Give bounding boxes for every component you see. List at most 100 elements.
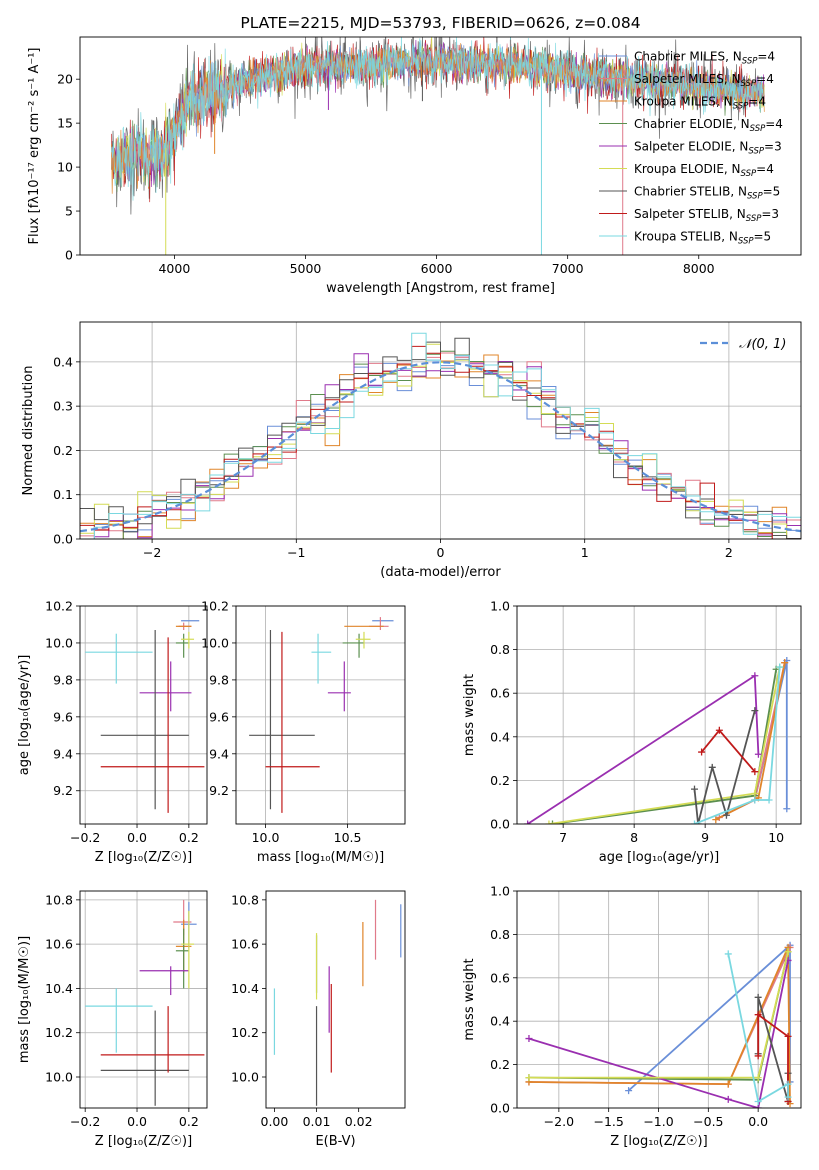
x-tick-label: −0.5	[693, 1114, 723, 1129]
weight-marker-kroupa_stelib	[784, 1093, 792, 1101]
age_vs_mass-points	[249, 617, 394, 813]
x-tick-label: 0.0	[127, 1114, 147, 1129]
weight-marker-salpeter_stelib	[754, 1052, 762, 1060]
x-tick-label: 0.2	[179, 830, 199, 845]
x-tick-label: 10.0	[252, 830, 280, 845]
y-tick-label: 10	[57, 160, 73, 175]
gaussian-curve	[80, 361, 801, 533]
weight-line-chabrier_elodie	[552, 669, 778, 824]
y-tick-label: 10.2	[201, 599, 229, 614]
legend-label-salpeter_miles: Salpeter MILES, NSSP=4	[634, 72, 774, 89]
spectrum-legend: Chabrier MILES, NSSP=4 Salpeter MILES, NS…	[599, 50, 783, 247]
x-tick-label: 9	[701, 830, 709, 845]
y-tick-label: 10.8	[231, 892, 259, 907]
x-tick-label: 0.0	[127, 830, 147, 845]
x-tick-label: 0.01	[303, 1114, 331, 1129]
weight-marker-chabrier_miles	[625, 1087, 633, 1095]
y-tick-label: 1.0	[490, 884, 510, 899]
weight-marker-kroupa_elodie	[754, 1074, 762, 1082]
y-tick-label: 10.6	[45, 937, 73, 952]
x-axis-label: Z [log₁₀(Z/Z☉)]	[95, 850, 192, 865]
y-tick-label: 0	[65, 248, 73, 263]
x-tick-label: −0.2	[70, 1114, 100, 1129]
y-axis-label: mass [log₁₀(M/M☉)]	[17, 936, 32, 1063]
legend-label-salpeter_stelib: Salpeter STELIB, NSSP=3	[634, 207, 779, 224]
y-tick-label: 10.0	[201, 635, 229, 650]
weight-marker-salpeter_stelib	[698, 748, 706, 756]
weight-marker-kroupa_stelib	[691, 820, 698, 824]
x-axis-label: age [log₁₀(age/yr)]	[599, 850, 720, 865]
x-tick-label: 7000	[552, 261, 584, 276]
y-tick-label: 9.8	[53, 672, 73, 687]
weight-line-chabrier_stelib	[693, 710, 756, 824]
x-axis-label: E(B-V)	[315, 1134, 355, 1149]
weight-marker-salpeter_elodie	[525, 1035, 533, 1043]
x-tick-label: −1.5	[593, 1114, 623, 1129]
y-tick-label: 10.2	[45, 599, 73, 614]
weight-marker-kroupa_stelib	[751, 796, 759, 804]
weight_vs_Z-frame	[516, 890, 802, 1109]
x-tick-label: 0	[437, 545, 445, 560]
y-tick-label: 0.8	[490, 927, 510, 942]
weight-marker-kroupa_elodie	[784, 948, 792, 956]
weight-marker-chabrier_stelib	[722, 811, 730, 819]
x-tick-label: 10	[768, 830, 784, 845]
weight-marker-kroupa_stelib	[776, 663, 784, 671]
y-tick-label: 5	[65, 204, 73, 219]
weight-marker-salpeter_elodie	[524, 820, 532, 824]
y-axis-label: Normed distribution	[21, 366, 36, 496]
y-tick-label: 10.6	[231, 937, 259, 952]
x-tick-label: 0.02	[345, 1114, 373, 1129]
y-tick-label: 0.4	[53, 354, 73, 369]
age_vs_mass-frame	[235, 605, 406, 825]
weight-marker-salpeter_elodie	[751, 672, 759, 680]
x-tick-label: 4000	[158, 261, 190, 276]
y-tick-label: 0.4	[490, 729, 510, 744]
x-tick-label: 0.2	[179, 1114, 199, 1129]
x-tick-label: 8000	[683, 261, 715, 276]
mass_vs_ebv-points	[273, 899, 402, 1106]
y-tick-label: 9.8	[209, 672, 229, 687]
x-tick-label: 2	[725, 545, 733, 560]
weight-line-salpeter_elodie	[528, 960, 789, 1108]
weight-marker-kroupa_stelib	[784, 1080, 792, 1088]
y-tick-label: 1.0	[490, 599, 510, 614]
legend-label-kroupa_elodie: Kroupa ELODIE, NSSP=4	[634, 162, 774, 179]
weight-line-salpeter_elodie	[527, 674, 760, 824]
legend-label-chabrier_miles: Chabrier MILES, NSSP=4	[634, 50, 775, 67]
y-tick-label: 10.8	[45, 892, 73, 907]
weight-marker-chabrier_stelib	[708, 763, 716, 771]
weight-line-kroupa_stelib	[694, 666, 781, 824]
y-tick-label: 9.6	[53, 709, 73, 724]
mass_vs_Z-axes: −0.2 0.0 0.2 10.0 10.2 10.4 10.6 10.8 Z [log₁₀(Z…	[17, 891, 207, 1149]
y-tick-label: 10.4	[45, 981, 73, 996]
y-tick-label: 20	[57, 72, 73, 87]
weight_vs_age-axes: 7 8 9 10 0.0 0.2 0.4 0.6 0.8 1.0 age [log₁₀(age/yr…	[462, 599, 801, 865]
y-tick-label: 9.4	[209, 746, 229, 761]
legend-label-chabrier_elodie: Chabrier ELODIE, NSSP=4	[634, 117, 783, 134]
spectrum-lines	[111, 37, 765, 255]
weight_vs_age-frame	[516, 605, 802, 825]
y-tick-label: 9.2	[53, 783, 73, 798]
weight_vs_Z-axes: −2.0 −1.5 −1.0 −0.5 0.0 0.0 0.2 0.4 0.6 0.8 1.0 Z […	[462, 884, 801, 1149]
y-tick-label: 9.2	[209, 783, 229, 798]
y-tick-label: 15	[57, 116, 73, 131]
weight-marker-kroupa_miles	[724, 1080, 732, 1088]
weight-marker-chabrier_elodie	[549, 820, 556, 824]
y-axis-label: age [log₁₀(age/yr)]	[17, 655, 32, 776]
y-tick-label: 10.0	[45, 635, 73, 650]
mass_vs_Z-points	[85, 899, 205, 1106]
x-tick-label: −0.2	[70, 830, 100, 845]
histograms	[80, 332, 801, 539]
age_vs_Z-frame	[79, 605, 208, 825]
y-tick-label: 10.4	[231, 981, 259, 996]
chart-title: PLATE=2215, MJD=53793, FIBERID=0626, z=0…	[240, 14, 640, 32]
spectrum-line-kroupa_stelib	[111, 37, 765, 201]
y-tick-label: 9.4	[53, 746, 73, 761]
y-tick-label: 0.0	[490, 817, 510, 832]
weight-marker-salpeter_elodie	[724, 1095, 732, 1103]
x-tick-label: 1	[581, 545, 589, 560]
histogram-kroupa_stelib	[80, 332, 801, 539]
y-tick-label: 0.2	[490, 773, 510, 788]
